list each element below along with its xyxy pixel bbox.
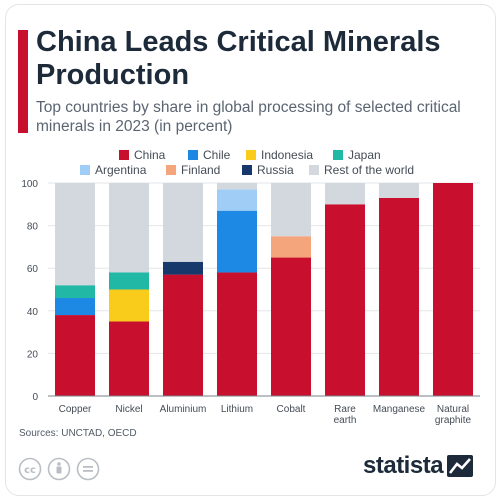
legend-swatch-japan	[333, 150, 343, 160]
legend-label-argentina: Argentina	[95, 163, 147, 177]
legend-swatch-finland	[166, 165, 176, 175]
legend-label-china: China	[134, 148, 166, 162]
sources-note: Sources: UNCTAD, OECD	[19, 428, 137, 439]
bar-copper-japan	[55, 285, 95, 299]
bar-copper-chile	[55, 298, 95, 316]
legend-swatch-indonesia	[246, 150, 256, 160]
attribution-icon	[47, 457, 71, 481]
bar-natural-graphite-china	[433, 183, 473, 396]
bar-aluminium-rest-of-the-world	[163, 183, 203, 262]
bar-rare-earth-rest-of-the-world	[325, 183, 365, 205]
y-tick-label-100: 100	[21, 179, 38, 190]
legend-label-rest-of-the-world: Rest of the world	[324, 163, 414, 177]
x-tick-label-nickel: Nickel	[115, 404, 142, 415]
legend-label-japan: Japan	[348, 148, 381, 162]
x-tick-label-cobalt: Cobalt	[277, 404, 306, 415]
x-tick-label-rare-earth-1: earth	[334, 415, 357, 426]
y-tick-label-80: 80	[27, 222, 39, 233]
creative-commons-icon: cc	[18, 457, 42, 481]
bar-cobalt-rest-of-the-world	[271, 183, 311, 237]
x-tick-label-lithium: Lithium	[221, 404, 253, 415]
legend-swatch-rest-of-the-world	[309, 165, 319, 175]
bar-manganese-rest-of-the-world	[379, 183, 419, 198]
bar-lithium-chile	[217, 210, 257, 273]
brand-name: statista	[363, 452, 444, 479]
chart-title: China Leads Critical Minerals Production	[36, 26, 441, 91]
no-derivatives-icon	[76, 457, 100, 481]
license-icons: cc	[18, 457, 100, 481]
stacked-bar-chart: China Chile Indonesia Japan Argentina Finland…	[21, 148, 480, 426]
x-tick-label-natural-graphite-0: Natural	[437, 404, 469, 415]
bar-lithium-argentina	[217, 189, 257, 211]
bar-nickel-indonesia	[109, 289, 149, 322]
bar-cobalt-finland	[271, 236, 311, 258]
x-tick-label-rare-earth-0: Rare	[334, 404, 356, 415]
legend-swatch-chile	[188, 150, 198, 160]
statista-logo: statista	[363, 452, 474, 480]
legend-swatch-argentina	[80, 165, 90, 175]
bar-copper-rest-of-the-world	[55, 183, 95, 286]
y-tick-label-0: 0	[32, 392, 38, 403]
bar-manganese-china	[379, 197, 419, 396]
bar-aluminium-china	[163, 274, 203, 396]
y-tick-label-60: 60	[27, 264, 39, 275]
bar-nickel-japan	[109, 272, 149, 290]
statista-logo-icon	[447, 455, 474, 477]
bar-nickel-rest-of-the-world	[109, 183, 149, 273]
bar-nickel-china	[109, 321, 149, 396]
legend-label-finland: Finland	[181, 163, 220, 177]
svg-text:cc: cc	[24, 465, 36, 476]
legend-label-russia: Russia	[257, 163, 294, 177]
x-tick-label-copper: Copper	[59, 404, 92, 415]
x-tick-label-manganese: Manganese	[373, 404, 426, 415]
title-accent-bar	[18, 30, 28, 133]
legend-label-indonesia: Indonesia	[261, 148, 313, 162]
x-tick-label-natural-graphite-1: graphite	[435, 415, 472, 426]
bar-aluminium-russia	[163, 261, 203, 275]
bar-lithium-china	[217, 272, 257, 396]
legend-swatch-russia	[242, 165, 252, 175]
y-tick-label-40: 40	[27, 307, 39, 318]
legend-swatch-china	[119, 150, 129, 160]
y-tick-label-20: 20	[27, 349, 39, 360]
bar-rare-earth-china	[325, 204, 365, 396]
chart-subtitle: Top countries by share in global process…	[36, 99, 461, 135]
bar-lithium-rest-of-the-world	[217, 183, 257, 190]
bar-copper-china	[55, 315, 95, 396]
legend-label-chile: Chile	[203, 148, 231, 162]
bar-cobalt-china	[271, 257, 311, 396]
x-tick-label-aluminium: Aluminium	[160, 404, 207, 415]
